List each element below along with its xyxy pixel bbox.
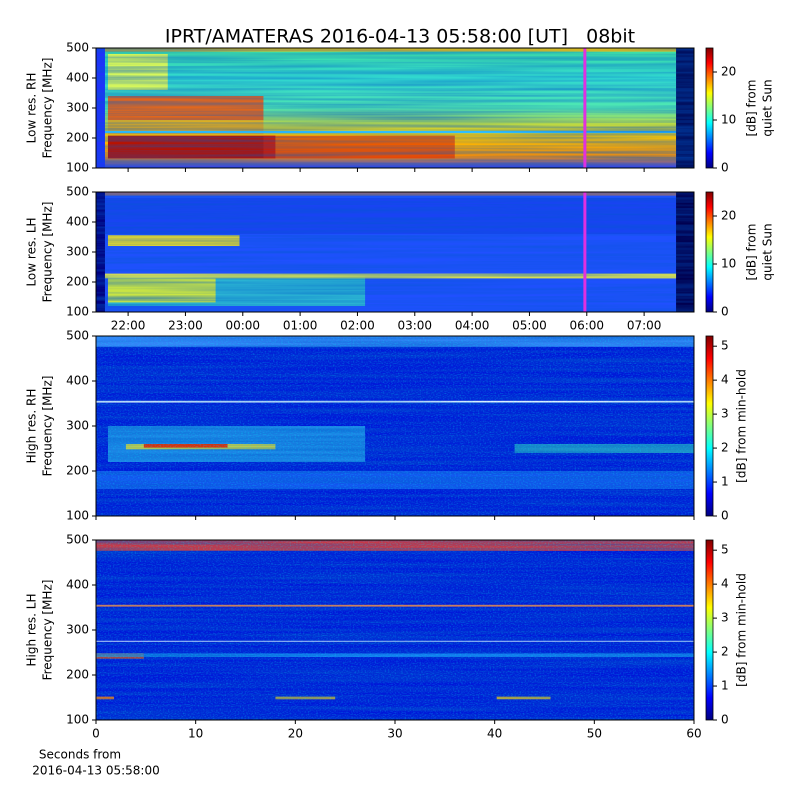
x-tick-label: 04:00: [455, 319, 490, 333]
y-tick-label: 300: [66, 245, 89, 259]
colorbar-tick-label: 1: [721, 679, 729, 693]
x-tick-label: 20: [288, 727, 303, 741]
colorbar-label: [dB] from: [745, 224, 759, 281]
y-axis-label: Low res. RH: [25, 73, 39, 144]
colorbar-tick-label: 20: [721, 209, 736, 223]
y-axis-label: Frequency [MHz]: [41, 58, 55, 159]
y-tick-label: 500: [66, 41, 89, 55]
colorbar-tick-label: 2: [721, 645, 729, 659]
y-tick-label: 300: [66, 623, 89, 637]
y-tick-label: 100: [66, 161, 89, 175]
colorbar-tick-label: 5: [721, 339, 729, 353]
x-tick-label: 03:00: [397, 319, 432, 333]
x-tick-label: 60: [686, 727, 701, 741]
spectrogram-texture: [96, 336, 694, 516]
colorbar-tick-label: 4: [721, 577, 729, 591]
x-tick-label: 01:00: [283, 319, 318, 333]
y-tick-label: 400: [66, 578, 89, 592]
y-tick-label: 100: [66, 305, 89, 319]
x-axis-label: 2016-04-13 05:58:00: [32, 764, 159, 778]
y-axis-label: Frequency [MHz]: [41, 202, 55, 303]
y-tick-label: 400: [66, 215, 89, 229]
x-tick-label: 23:00: [168, 319, 203, 333]
y-tick-label: 400: [66, 71, 89, 85]
spectrogram-texture: [96, 540, 694, 720]
x-axis-label: Seconds from: [39, 748, 121, 762]
y-tick-label: 200: [66, 668, 89, 682]
y-tick-label: 200: [66, 275, 89, 289]
y-tick-label: 100: [66, 713, 89, 727]
x-tick-label: 05:00: [512, 319, 547, 333]
colorbar-tick-label: 4: [721, 373, 729, 387]
colorbar-tick-label: 0: [721, 509, 729, 523]
x-tick-label: 10: [188, 727, 203, 741]
colorbar-label: [dB] from min-hold: [735, 573, 749, 687]
colorbar-label: [dB] from: [745, 80, 759, 137]
y-tick-label: 300: [66, 101, 89, 115]
y-tick-label: 300: [66, 419, 89, 433]
figure-title: IPRT/AMATERAS 2016-04-13 05:58:00 [UT] 0…: [165, 26, 635, 48]
colorbar-tick-label: 10: [721, 257, 736, 271]
y-axis-label: Frequency [MHz]: [41, 580, 55, 681]
colorbar: [705, 539, 714, 721]
colorbar-tick-label: 3: [721, 407, 729, 421]
y-tick-label: 500: [66, 533, 89, 547]
y-tick-label: 200: [66, 464, 89, 478]
heatmap: [96, 48, 694, 168]
y-tick-label: 500: [66, 185, 89, 199]
colorbar: [705, 191, 714, 313]
y-axis-label: High res. LH: [25, 593, 39, 666]
colorbar-label: quiet Sun: [761, 223, 775, 280]
spectrogram-texture: [96, 48, 694, 168]
y-axis-label: High res. RH: [25, 389, 39, 464]
x-tick-label: 22:00: [111, 319, 146, 333]
heatmap: [96, 192, 694, 312]
colorbar-tick-label: 0: [721, 305, 729, 319]
x-tick-label: 40: [487, 727, 502, 741]
colorbar-tick-label: 0: [721, 161, 729, 175]
y-tick-label: 200: [66, 131, 89, 145]
y-tick-label: 100: [66, 509, 89, 523]
x-tick-label: 00:00: [225, 319, 260, 333]
y-tick-label: 500: [66, 329, 89, 343]
colorbar-tick-label: 20: [721, 65, 736, 79]
colorbar-tick-label: 5: [721, 543, 729, 557]
y-axis-label: Low res. LH: [25, 217, 39, 286]
heatmap: [96, 336, 694, 516]
x-tick-label: 30: [387, 727, 402, 741]
x-tick-label: 02:00: [340, 319, 375, 333]
colorbar-tick-label: 10: [721, 113, 736, 127]
y-tick-label: 400: [66, 374, 89, 388]
colorbar-label: [dB] from min-hold: [735, 369, 749, 483]
colorbar-tick-label: 0: [721, 713, 729, 727]
x-tick-label: 07:00: [627, 319, 662, 333]
spectrogram-texture: [96, 192, 694, 312]
colorbar: [705, 335, 714, 517]
colorbar: [705, 47, 714, 169]
heatmap: [96, 540, 694, 720]
colorbar-label: quiet Sun: [761, 79, 775, 136]
colorbar-tick-label: 3: [721, 611, 729, 625]
x-tick-label: 06:00: [569, 319, 604, 333]
x-tick-label: 0: [92, 727, 100, 741]
colorbar-tick-label: 2: [721, 441, 729, 455]
colorbar-tick-label: 1: [721, 475, 729, 489]
y-axis-label: Frequency [MHz]: [41, 376, 55, 477]
x-tick-label: 50: [587, 727, 602, 741]
